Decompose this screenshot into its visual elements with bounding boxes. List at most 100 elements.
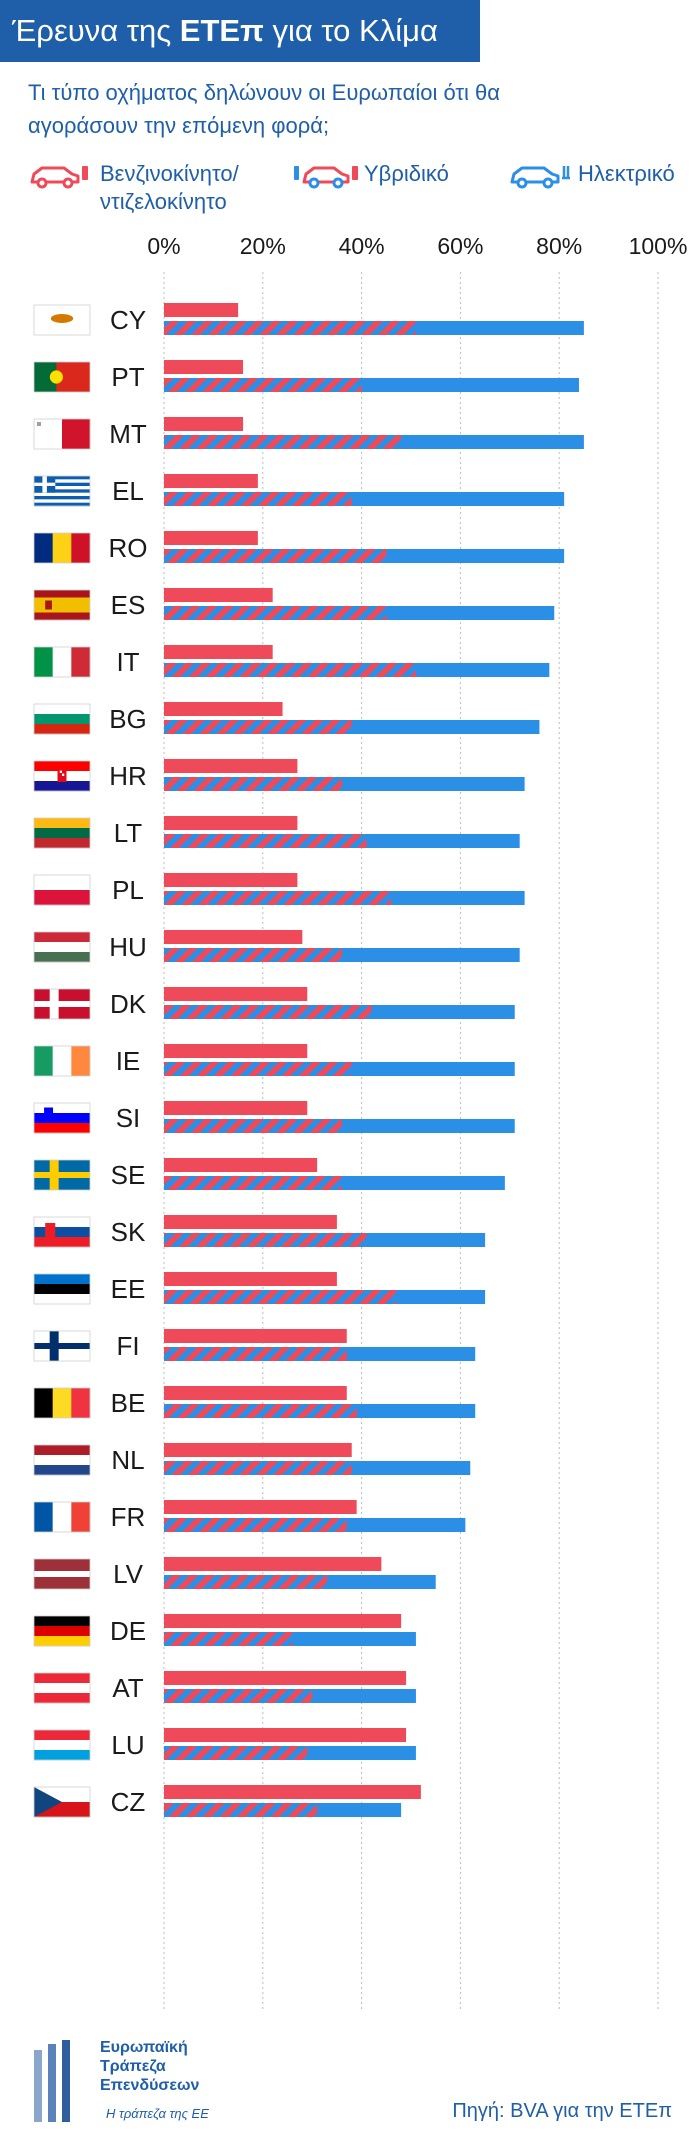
bar-hybrid-el [164, 492, 352, 506]
country-label-ie: IE [116, 1046, 141, 1076]
country-label-hr: HR [109, 761, 147, 791]
bar-petrol-at [164, 1671, 407, 1685]
bar-petrol-lt [164, 816, 298, 830]
bar-petrol-dk [164, 987, 308, 1001]
country-label-se: SE [111, 1160, 146, 1190]
country-label-de: DE [110, 1616, 146, 1646]
bar-hybrid-se [164, 1176, 342, 1190]
bar-petrol-pl [164, 873, 298, 887]
bar-petrol-cy [164, 303, 239, 317]
country-label-ro: RO [109, 533, 148, 563]
bar-hybrid-fr [164, 1518, 347, 1532]
country-label-it: IT [116, 647, 139, 677]
country-label-hu: HU [109, 932, 147, 962]
title-text-post: για το Κλίμα [263, 13, 438, 48]
country-label-lt: LT [114, 818, 143, 848]
bar-hybrid-bg [164, 720, 352, 734]
page-title: Έρευνα της ΕΤΕπ για το Κλίμα [0, 0, 480, 62]
slovenia-flag-icon [33, 1102, 91, 1134]
title-text-pre: Έρευνα της [12, 13, 180, 48]
bar-petrol-it [164, 645, 273, 659]
bar-petrol-nl [164, 1443, 352, 1457]
chart-question: Τι τύπο οχήματος δηλώνουν οι Ευρωπαίοι ό… [28, 80, 501, 138]
belgium-flag-icon [33, 1387, 91, 1419]
bar-petrol-pt [164, 360, 244, 374]
bar-hybrid-dk [164, 1005, 372, 1019]
bar-hybrid-fi [164, 1347, 347, 1361]
bar-hybrid-at [164, 1689, 313, 1703]
bar-hybrid-lv [164, 1575, 328, 1589]
denmark-flag-icon [33, 988, 91, 1020]
bar-hybrid-cz [164, 1803, 318, 1817]
x-tick-label: 20% [240, 233, 286, 259]
country-label-pt: PT [111, 362, 144, 392]
bar-petrol-hr [164, 759, 298, 773]
bar-hybrid-ro [164, 549, 387, 563]
cyprus-flag-icon [33, 304, 91, 336]
bar-hybrid-sk [164, 1233, 367, 1247]
bar-hybrid-it [164, 663, 416, 677]
france-flag-icon [33, 1501, 91, 1533]
country-label-ee: EE [111, 1274, 146, 1304]
bar-petrol-lu [164, 1728, 407, 1742]
latvia-flag-icon [33, 1558, 91, 1590]
country-label-pl: PL [112, 875, 144, 905]
luxembourg-flag-icon [33, 1729, 91, 1761]
bar-hybrid-lt [164, 834, 367, 848]
romania-flag-icon [33, 532, 91, 564]
bar-hybrid-hu [164, 948, 342, 962]
bar-hybrid-ie [164, 1062, 352, 1076]
car-electric-icon [510, 166, 570, 189]
ireland-flag-icon [33, 1045, 91, 1077]
logo-line-2: Τράπεζα [100, 2058, 166, 2075]
bar-hybrid-nl [164, 1461, 352, 1475]
eib-logo-mark-icon [34, 2040, 70, 2122]
legend-label-petrol-line2: ντιζελοκίνητο [100, 189, 227, 214]
country-label-el: EL [112, 476, 144, 506]
bar-hybrid-hr [164, 777, 342, 791]
greece-flag-icon [33, 475, 91, 507]
lithuania-flag-icon [33, 817, 91, 849]
bar-petrol-se [164, 1158, 318, 1172]
country-label-cz: CZ [111, 1787, 146, 1817]
legend-label-hybrid: Υβριδικό [364, 161, 449, 186]
bar-petrol-sk [164, 1215, 337, 1229]
logo-line-3: Επενδύσεων [100, 2077, 200, 2094]
germany-flag-icon [33, 1615, 91, 1647]
legend-label-petrol-line1: Βενζινοκίνητο/ [100, 161, 239, 186]
bar-hybrid-mt [164, 435, 402, 449]
bar-petrol-bg [164, 702, 283, 716]
bar-hybrid-lu [164, 1746, 308, 1760]
bar-petrol-ro [164, 531, 258, 545]
malta-flag-icon [33, 418, 91, 450]
x-tick-label: 0% [147, 233, 180, 259]
bar-hybrid-pl [164, 891, 392, 905]
bar-petrol-de [164, 1614, 402, 1628]
country-label-mt: MT [109, 419, 147, 449]
bar-petrol-ee [164, 1272, 337, 1286]
logo-tagline: Η τράπεζα της ΕΕ [106, 2106, 209, 2121]
country-label-cy: CY [110, 305, 146, 335]
country-label-lu: LU [111, 1730, 144, 1760]
bar-petrol-hu [164, 930, 303, 944]
bar-petrol-lv [164, 1557, 382, 1571]
logo-line-1: Ευρωπαϊκή [100, 2039, 188, 2056]
x-tick-label: 40% [339, 233, 385, 259]
austria-flag-icon [33, 1672, 91, 1704]
netherlands-flag-icon [33, 1444, 91, 1476]
bar-petrol-si [164, 1101, 308, 1115]
country-label-dk: DK [110, 989, 147, 1019]
bar-chart: 0% 20% 40% 60% 80% 100% CY PT MT EL RO ES IT BG HR LT PL… [33, 233, 688, 2010]
czechia-flag-icon [33, 1786, 91, 1818]
italy-flag-icon [33, 646, 91, 678]
bar-petrol-fr [164, 1500, 357, 1514]
country-label-es: ES [111, 590, 146, 620]
x-tick-label: 60% [437, 233, 483, 259]
country-label-fi: FI [116, 1331, 139, 1361]
legend-label-electric: Ηλεκτρικό [578, 161, 675, 186]
x-tick-label: 100% [629, 233, 688, 259]
country-label-be: BE [111, 1388, 146, 1418]
bar-petrol-be [164, 1386, 347, 1400]
bar-petrol-mt [164, 417, 244, 431]
bar-hybrid-cy [164, 321, 416, 335]
